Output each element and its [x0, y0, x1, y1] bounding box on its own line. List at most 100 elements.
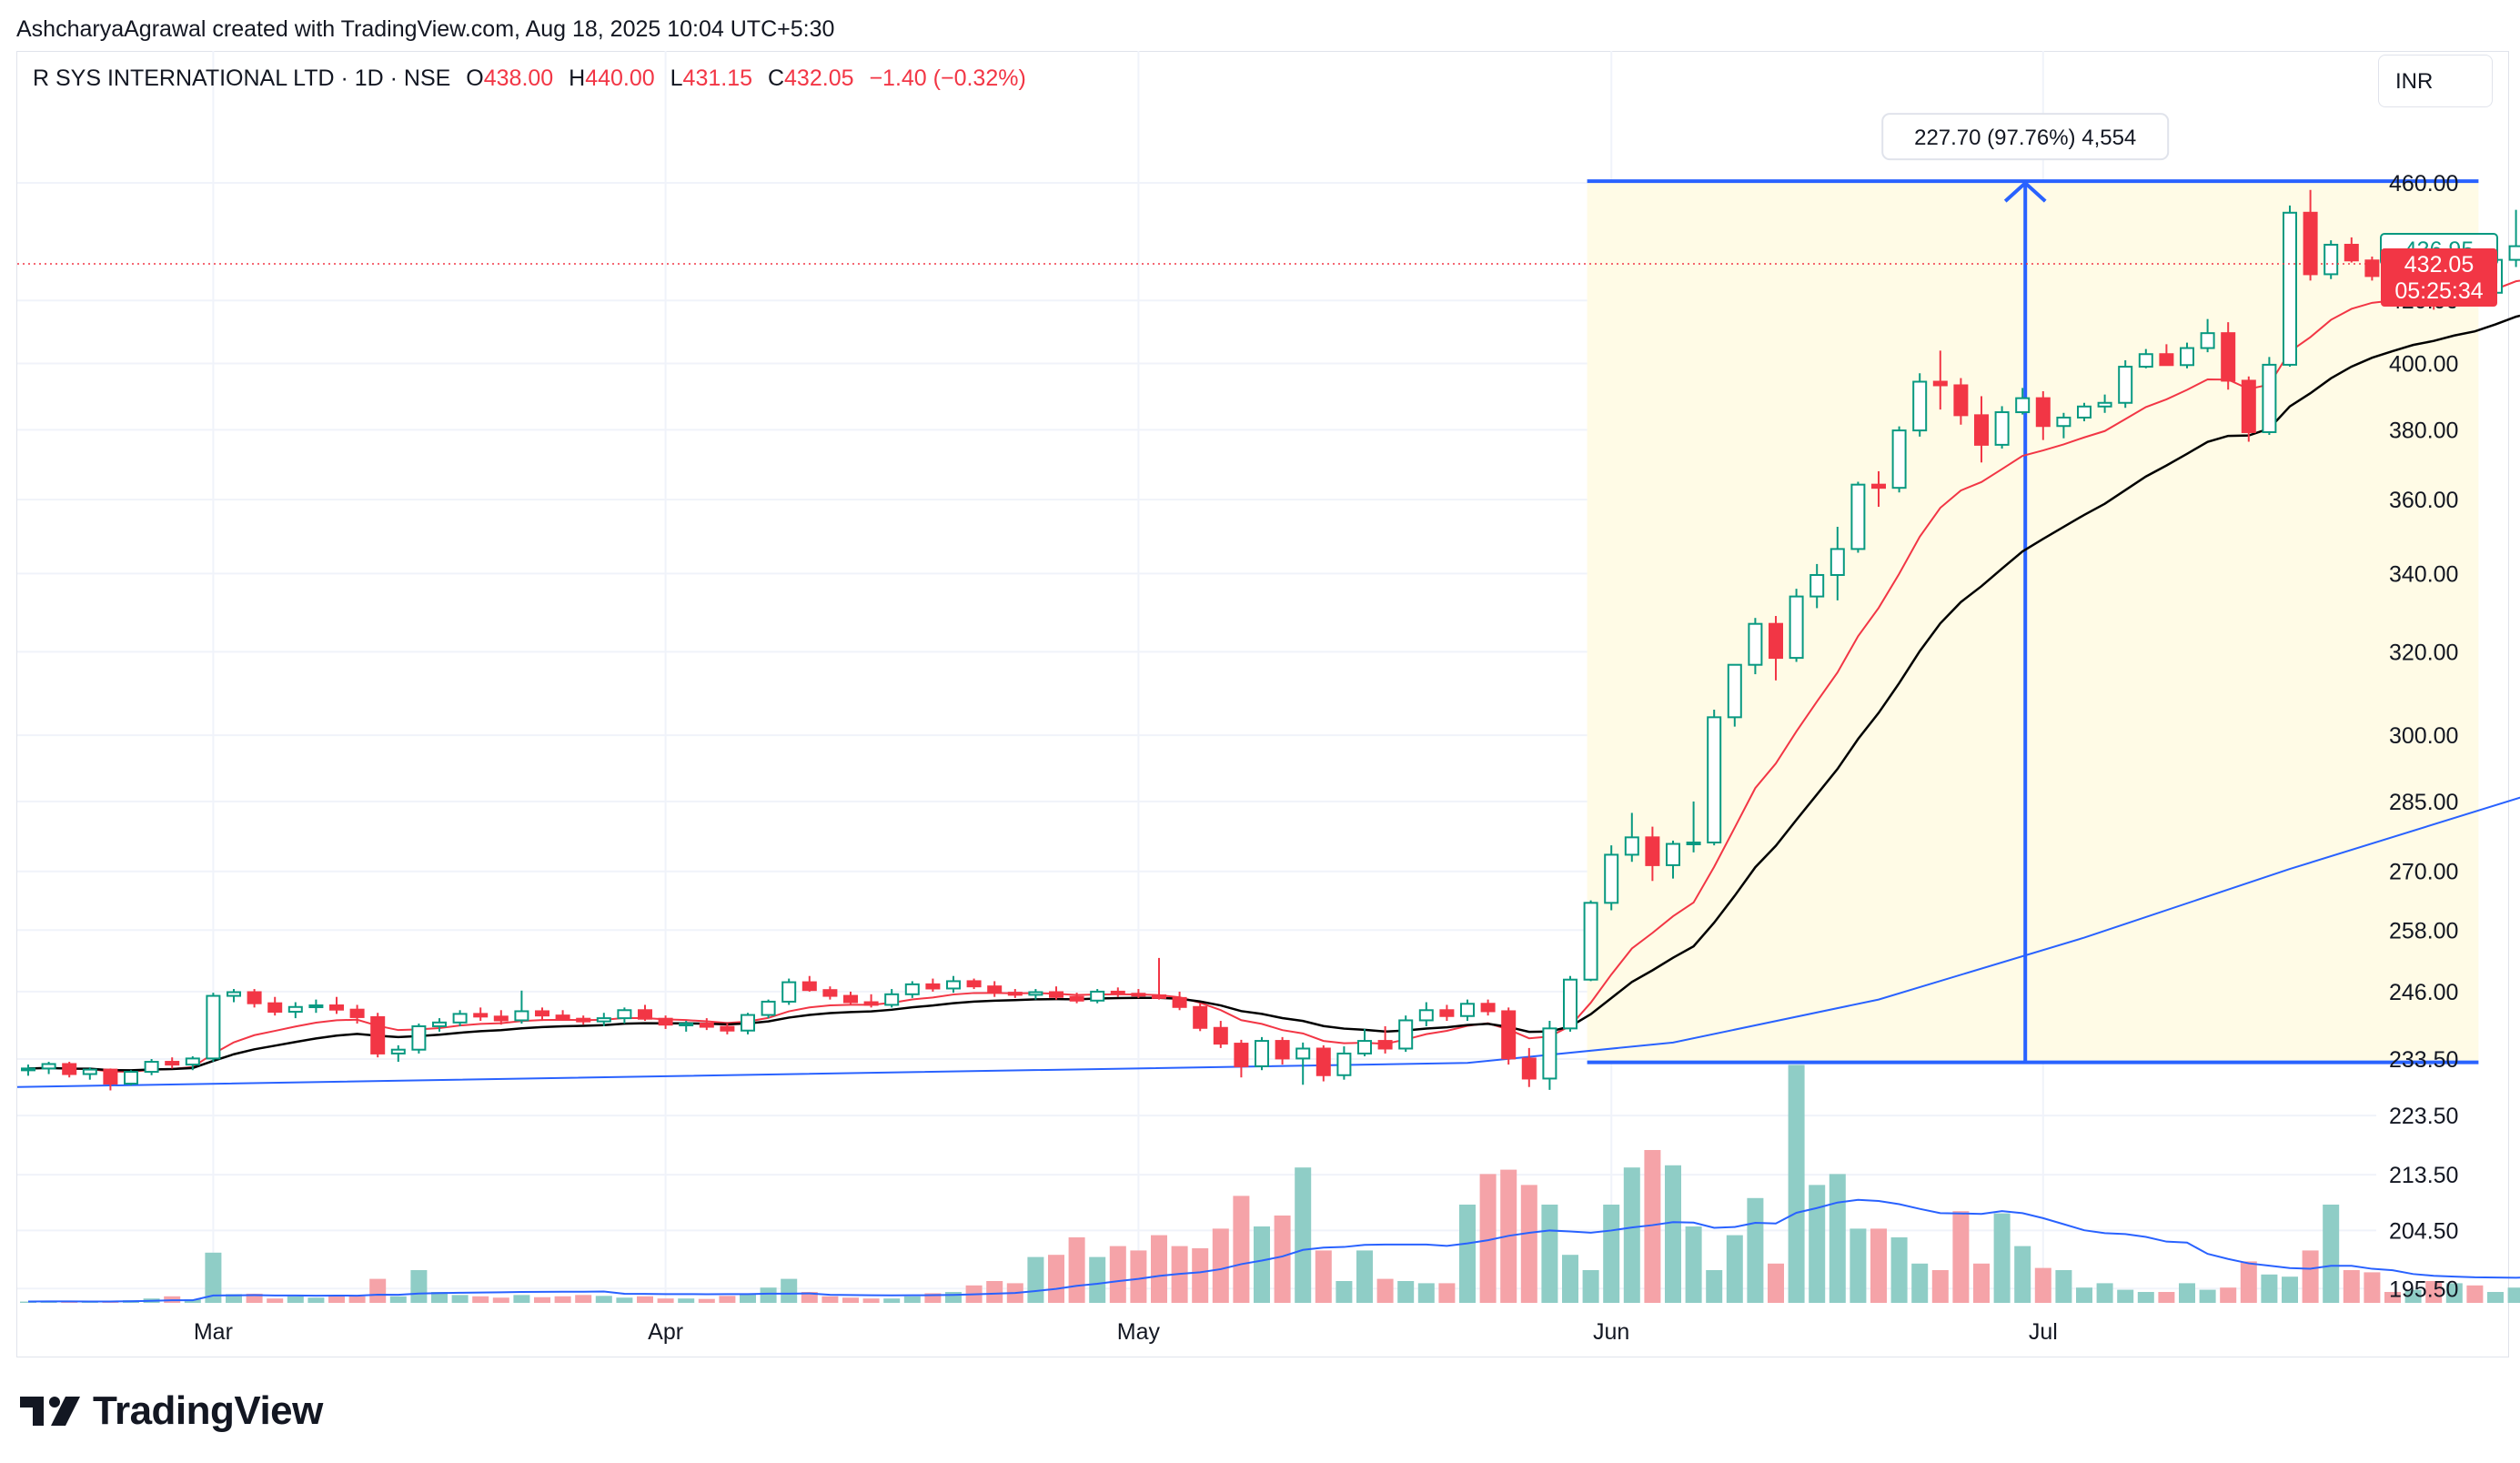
candle-body [1193, 1005, 1208, 1029]
candle-body [21, 1067, 35, 1072]
volume-bar [1295, 1167, 1312, 1303]
candle-body [1398, 1019, 1414, 1050]
volume-bar [781, 1278, 798, 1303]
price-tick-label: 270.00 [2389, 860, 2458, 885]
candle-body [370, 1015, 386, 1054]
candle-body [2364, 259, 2380, 277]
close-value: 432.05 [784, 66, 854, 91]
candle-body [987, 985, 1003, 994]
candle-body [2241, 379, 2256, 433]
candle-body [1336, 1052, 1352, 1076]
volume-bar [1109, 1246, 1126, 1303]
candle-body [2303, 211, 2318, 276]
price-tick-label: 195.50 [2389, 1276, 2458, 1302]
volume-bar [2261, 1274, 2278, 1303]
currency-button[interactable]: INR [2378, 55, 2493, 107]
candle-body [1727, 663, 1742, 719]
volume-bar [945, 1292, 962, 1303]
volume-bar [2034, 1267, 2051, 1303]
measure-arrow-head [2003, 180, 2047, 203]
candle-body [1974, 414, 1989, 446]
high-label: H [569, 66, 586, 91]
candle-body [1645, 836, 1660, 866]
candle-body [822, 989, 838, 997]
volume-bar [1397, 1281, 1415, 1303]
measure-range-fill [1587, 181, 2479, 1063]
volume-bar [205, 1252, 222, 1303]
time-tick-label: Apr [648, 1319, 683, 1345]
volume-bar [1562, 1255, 1578, 1303]
volume-bar [1130, 1250, 1147, 1303]
candle-body [741, 1014, 755, 1032]
candle-body [720, 1025, 735, 1032]
price-tick-label: 223.50 [2389, 1104, 2458, 1129]
volume-bar [513, 1295, 530, 1303]
open-value: 438.00 [483, 66, 554, 91]
volume-bar [1438, 1283, 1456, 1303]
volume-bar [678, 1298, 695, 1303]
volume-bar [2466, 1285, 2484, 1303]
volume-bar [1931, 1270, 1949, 1303]
candle-body [1789, 595, 1804, 660]
volume-bar [1520, 1185, 1537, 1303]
volume-bar [1993, 1213, 2011, 1303]
price-tick-label: 233.50 [2389, 1047, 2458, 1073]
volume-bar [1274, 1216, 1291, 1303]
volume-bar [1850, 1228, 1867, 1303]
candle-body [473, 1013, 489, 1018]
volume-bar [369, 1278, 387, 1303]
candle-body [2138, 353, 2153, 368]
candle-body [1152, 994, 1166, 999]
candle-body [2077, 405, 2092, 419]
volume-bar [1459, 1205, 1476, 1303]
volume-bar [2364, 1272, 2381, 1303]
candle-body [432, 1021, 447, 1027]
candle-body [1850, 483, 1866, 550]
volume-bar [2487, 1292, 2504, 1303]
price-tick-label: 213.50 [2389, 1163, 2458, 1188]
tradingview-brand[interactable]: TradingView [20, 1388, 323, 1434]
measure-label: 227.70 (97.76%) 4,554 [1914, 126, 2136, 150]
volume-bar [1747, 1197, 1764, 1303]
volume-bar [1212, 1228, 1229, 1303]
volume-bar [2137, 1292, 2154, 1303]
volume-bar [698, 1298, 715, 1303]
candle-body [1110, 990, 1125, 995]
volume-bar [2096, 1283, 2113, 1303]
volume-bar [2445, 1283, 2463, 1303]
volume-bar [595, 1296, 612, 1303]
volume-bar [2220, 1287, 2237, 1303]
volume-bar [2055, 1270, 2072, 1303]
candle-body [2323, 243, 2339, 276]
candle-body [679, 1023, 694, 1027]
volume-bar [267, 1298, 284, 1303]
volume-bar [924, 1293, 942, 1303]
candle-body [1542, 1027, 1557, 1080]
volume-bar [328, 1295, 345, 1303]
volume-bar [1973, 1263, 1990, 1303]
volume-bar [246, 1293, 263, 1303]
candle-body [884, 993, 900, 1006]
volume-bar [1911, 1263, 1929, 1303]
volume-bar [1768, 1263, 1784, 1303]
candle-body [227, 991, 241, 997]
volume-bar [1829, 1174, 1846, 1303]
candle-body [2283, 211, 2297, 366]
volume-bar [1890, 1237, 1908, 1303]
candle-body [1028, 991, 1043, 996]
volume-bar [1706, 1270, 1723, 1303]
candle-body [41, 1063, 56, 1070]
volume-bar [657, 1298, 674, 1303]
candle-body [2118, 366, 2133, 404]
volume-bar [1623, 1167, 1640, 1303]
candle-body [2159, 353, 2174, 367]
chart-credit: AshcharyaAgrawal created with TradingVie… [16, 16, 835, 42]
volume-bars [20, 1064, 2520, 1303]
candle-body [1809, 573, 1825, 598]
price-tick-label: 258.00 [2389, 918, 2458, 943]
volume-bar [348, 1296, 366, 1303]
candle-body [247, 991, 262, 1004]
candle-body [535, 1010, 549, 1017]
open-label: O [466, 66, 484, 91]
